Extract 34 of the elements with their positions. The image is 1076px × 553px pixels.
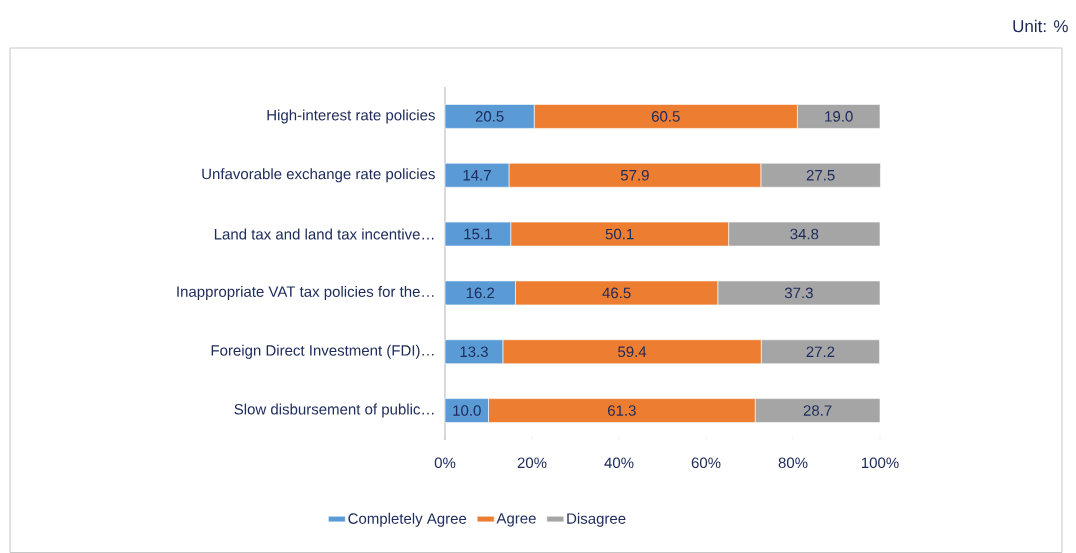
data-label: 10.0 bbox=[453, 405, 481, 416]
data-label: 50.1 bbox=[605, 228, 634, 240]
y-tick-label: Unfavorable exchange rate policies bbox=[202, 168, 435, 183]
data-label: 61.3 bbox=[608, 405, 636, 416]
x-tick-label: 60% bbox=[691, 457, 721, 469]
data-label: 59.4 bbox=[618, 346, 647, 358]
y-tick-label: Inappropriate VAT tax policies for the… bbox=[177, 285, 434, 300]
x-tick-label: 40% bbox=[604, 457, 634, 469]
data-label: 14.7 bbox=[463, 170, 491, 181]
legend-label: Completely Agree bbox=[348, 512, 467, 527]
text: Unit: % bbox=[1013, 19, 1068, 33]
data-label: 16.2 bbox=[466, 287, 495, 299]
data-label: 27.2 bbox=[806, 346, 835, 357]
data-label: 34.8 bbox=[790, 228, 819, 240]
y-tick-label: High-interest rate policies bbox=[267, 109, 435, 124]
data-label: 37.3 bbox=[784, 287, 813, 299]
data-label: 19.0 bbox=[825, 111, 853, 122]
data-label: 28.7 bbox=[803, 405, 832, 416]
data-label: 15.1 bbox=[464, 228, 492, 240]
legend-label: Agree bbox=[496, 513, 536, 527]
x-tick-label: 20% bbox=[517, 457, 547, 469]
y-tick-label: Foreign Direct Investment (FDI)… bbox=[211, 344, 434, 359]
data-label: 57.9 bbox=[620, 169, 649, 181]
x-tick-label: 100% bbox=[861, 457, 899, 469]
data-label: 27.5 bbox=[806, 169, 835, 181]
x-tick-label: 0% bbox=[434, 457, 456, 469]
x-tick-label: 80% bbox=[778, 457, 808, 469]
y-tick-label: Slow disbursement of public… bbox=[234, 403, 434, 418]
legend-label: Disagree bbox=[567, 512, 626, 527]
data-label: 46.5 bbox=[602, 287, 631, 299]
data-label: 60.5 bbox=[651, 111, 680, 122]
data-label: 20.5 bbox=[475, 111, 504, 122]
y-tick-label: Land tax and land tax incentive… bbox=[214, 228, 434, 240]
data-label: 13.3 bbox=[460, 346, 488, 358]
